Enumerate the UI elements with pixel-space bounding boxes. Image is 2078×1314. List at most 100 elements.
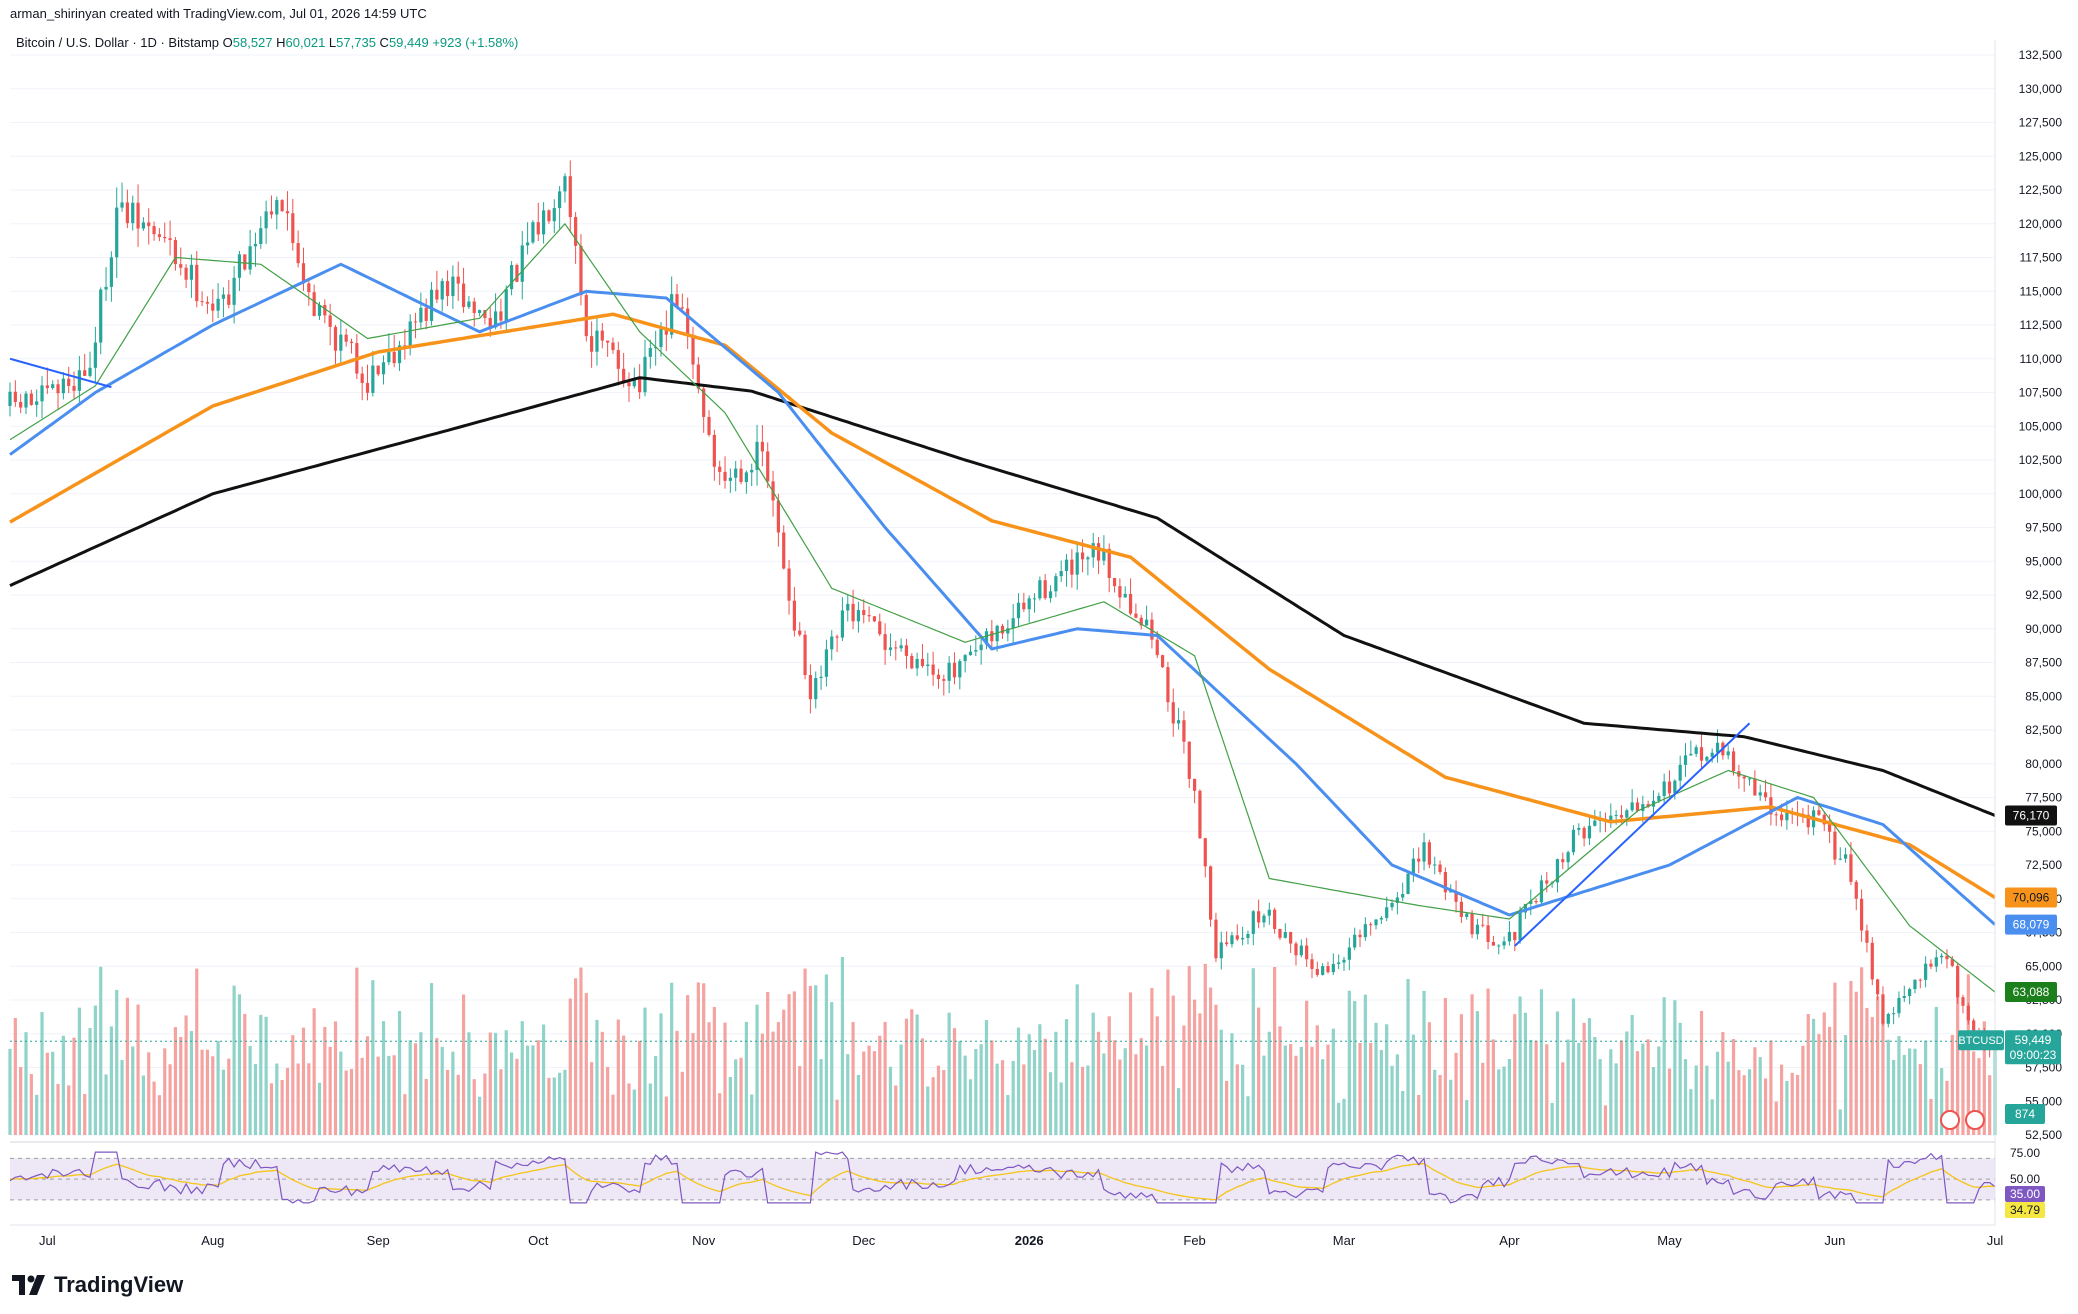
- change-value: +923 (+1.58%): [432, 35, 519, 50]
- candle-body: [296, 243, 300, 264]
- candle-body: [792, 600, 796, 631]
- chart-grid: [10, 54, 1995, 1136]
- candle-body: [1843, 854, 1848, 859]
- symbol-label-box: [1958, 1030, 2004, 1051]
- price-tick-label: 75,000: [2025, 824, 2062, 838]
- candle-body: [1630, 802, 1634, 811]
- candle-body: [1699, 747, 1704, 761]
- volume-bar: [771, 1031, 775, 1135]
- candle-body: [147, 222, 151, 227]
- rsi-value-box: [2005, 1186, 2045, 1202]
- candle-body: [1502, 941, 1506, 946]
- price-tick-label: 105,000: [2019, 419, 2063, 433]
- volume-bar: [291, 1035, 295, 1135]
- candle-body: [574, 217, 578, 246]
- candle-body: [1705, 756, 1709, 761]
- rsi-value-text: 35.00: [2010, 1187, 2040, 1201]
- candle-body: [1513, 931, 1517, 941]
- volume-bar: [1203, 963, 1207, 1135]
- volume-bar: [1849, 980, 1853, 1135]
- volume-bar: [1593, 1037, 1597, 1135]
- candle-body: [584, 295, 588, 337]
- high-label: H: [276, 35, 286, 50]
- candle-body: [1956, 965, 1960, 998]
- close-value: 59,449: [388, 35, 429, 50]
- volume-bar: [1230, 1033, 1234, 1135]
- volume-bar: [1486, 988, 1490, 1135]
- price-tick-label: 115,000: [2020, 284, 2063, 298]
- volume-bar: [1198, 1013, 1202, 1135]
- volume-bar: [776, 1022, 780, 1135]
- candle-body: [1016, 602, 1021, 619]
- candle-body: [269, 211, 274, 215]
- candle-body: [664, 329, 668, 335]
- volume-bar: [590, 1062, 594, 1135]
- volume-bar: [1385, 1024, 1389, 1135]
- candle-body: [1913, 979, 1917, 990]
- volume-bar: [904, 1018, 909, 1135]
- price-tick-label: 102,500: [2019, 453, 2063, 467]
- time-axis-label: Jun: [1824, 1233, 1845, 1248]
- candle-body: [451, 276, 455, 297]
- volume-bar: [99, 966, 103, 1135]
- volume-bar: [237, 994, 242, 1135]
- rsi-ma-line: [9, 1162, 1996, 1201]
- volume-bar: [680, 1071, 684, 1135]
- candle-body: [1289, 932, 1293, 944]
- candle-body: [1294, 943, 1298, 956]
- price-tick-label: 112,500: [2020, 318, 2063, 332]
- volume-bar: [1518, 996, 1522, 1135]
- candle-body: [590, 336, 594, 352]
- volume-bar: [1545, 1044, 1549, 1135]
- volume-bar: [814, 985, 818, 1135]
- volume-bar: [1603, 1105, 1608, 1135]
- candle-body: [477, 310, 482, 313]
- candle-body: [1118, 586, 1122, 598]
- volume-bar: [1577, 1042, 1581, 1135]
- volume-bar: [888, 1066, 893, 1135]
- candle-body: [184, 267, 188, 280]
- volume-bar: [1465, 1100, 1469, 1135]
- volume-bar: [744, 1021, 748, 1135]
- price-tick-label: 72,500: [2025, 858, 2062, 872]
- candle-body: [1443, 872, 1447, 893]
- volume-bar: [1635, 1051, 1640, 1135]
- candle-body: [72, 385, 76, 391]
- price-tick-label: 132,500: [2019, 48, 2063, 62]
- volume-bar: [1289, 1044, 1293, 1135]
- candle-body: [1470, 913, 1474, 935]
- volume-bar: [675, 1030, 679, 1135]
- volume-bar: [1321, 1059, 1325, 1135]
- volume-bar: [520, 1021, 524, 1135]
- candle-body: [1235, 935, 1239, 940]
- rsi-tick-label: 75.00: [2010, 1146, 2040, 1160]
- candle-body: [152, 226, 156, 235]
- candle-body: [1379, 917, 1383, 920]
- candle-body: [1555, 859, 1560, 883]
- candle-body: [200, 301, 204, 303]
- price-label-box: [2005, 982, 2057, 1003]
- price-tick-label: 87,500: [2025, 656, 2062, 670]
- volume-bar: [131, 1046, 135, 1135]
- volume-bar: [1102, 1053, 1106, 1135]
- volume-bar: [248, 1045, 252, 1135]
- event-flag-icon: [1965, 1110, 1985, 1130]
- volume-label-text: 874: [2015, 1107, 2035, 1121]
- volume-bar: [1539, 989, 1544, 1135]
- candle-body: [819, 676, 823, 678]
- candle-body: [1000, 625, 1005, 634]
- candle-body: [1662, 781, 1666, 796]
- candle-body: [1155, 639, 1159, 656]
- volume-bar: [1225, 1080, 1229, 1135]
- volume-bar: [472, 1079, 476, 1135]
- volume-bar: [152, 1081, 156, 1135]
- candle-body: [1096, 543, 1101, 561]
- volume-bar: [552, 1077, 556, 1135]
- volume-bar: [670, 982, 674, 1135]
- volume-bar: [968, 1079, 973, 1135]
- time-axis-label: Sep: [367, 1233, 390, 1248]
- candle-body: [712, 434, 716, 467]
- time-axis-label: Dec: [852, 1233, 876, 1248]
- candle-body: [1545, 880, 1549, 884]
